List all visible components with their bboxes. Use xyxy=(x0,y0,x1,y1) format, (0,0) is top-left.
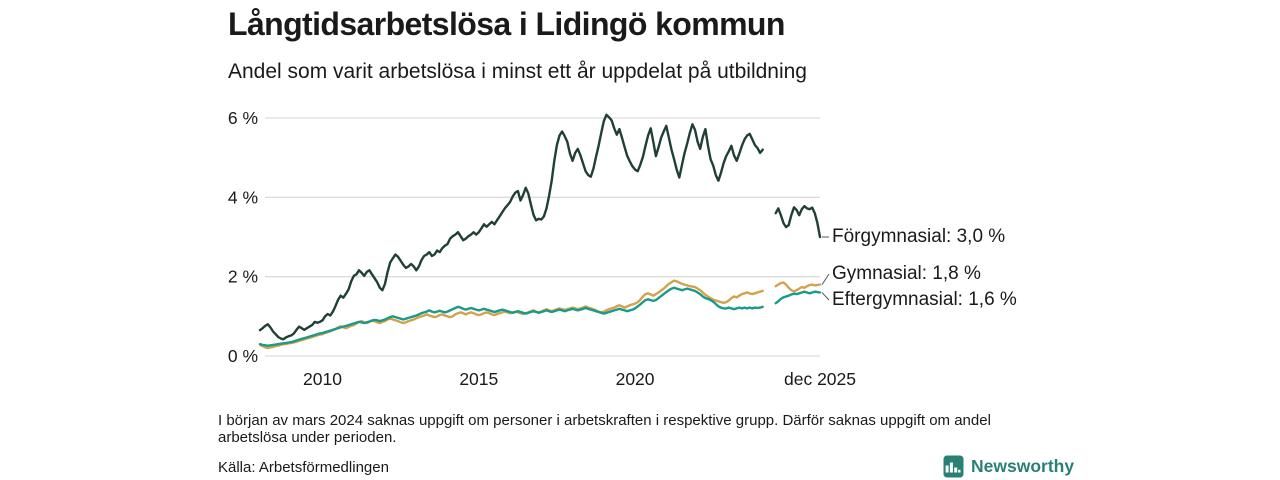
x-tick-label: 2020 xyxy=(616,369,655,389)
y-tick-label: 4 % xyxy=(228,187,258,207)
series-end-label-eftergymnasial: Eftergymnasial: 1,6 % xyxy=(832,289,1017,310)
series-line-förgymnasial xyxy=(258,113,822,341)
y-tick-label: 2 % xyxy=(228,267,258,287)
newsworthy-wordmark: Newsworthy xyxy=(971,456,1075,476)
newsworthy-logo: Newsworthy xyxy=(941,455,1074,478)
chart-subtitle: Andel som varit arbetslösa i minst ett å… xyxy=(228,60,807,83)
x-tick-label: 2015 xyxy=(459,369,498,389)
source-text: Källa: Arbetsförmedlingen xyxy=(218,459,389,476)
chart-title: Långtidsarbetslösa i Lidingö kommun xyxy=(228,6,785,42)
series-line-gymnasial xyxy=(258,279,822,350)
leader-line-gymnasial xyxy=(821,273,830,285)
footnote-text: I början av mars 2024 saknas uppgift om … xyxy=(218,412,991,447)
series-end-label-gymnasial: Gymnasial: 1,8 % xyxy=(832,263,981,284)
series-end-label-forgymnasial: Förgymnasial: 3,0 % xyxy=(832,226,1006,247)
y-tick-label: 6 % xyxy=(228,108,258,128)
y-tick-label: 0 % xyxy=(228,346,258,366)
x-tick-label: 2010 xyxy=(303,369,342,389)
newsworthy-icon xyxy=(943,455,964,478)
series-line-eftergymnasial xyxy=(258,286,822,347)
x-tick-label: dec 2025 xyxy=(784,369,856,389)
leader-line-eftergymnasial xyxy=(821,292,830,301)
